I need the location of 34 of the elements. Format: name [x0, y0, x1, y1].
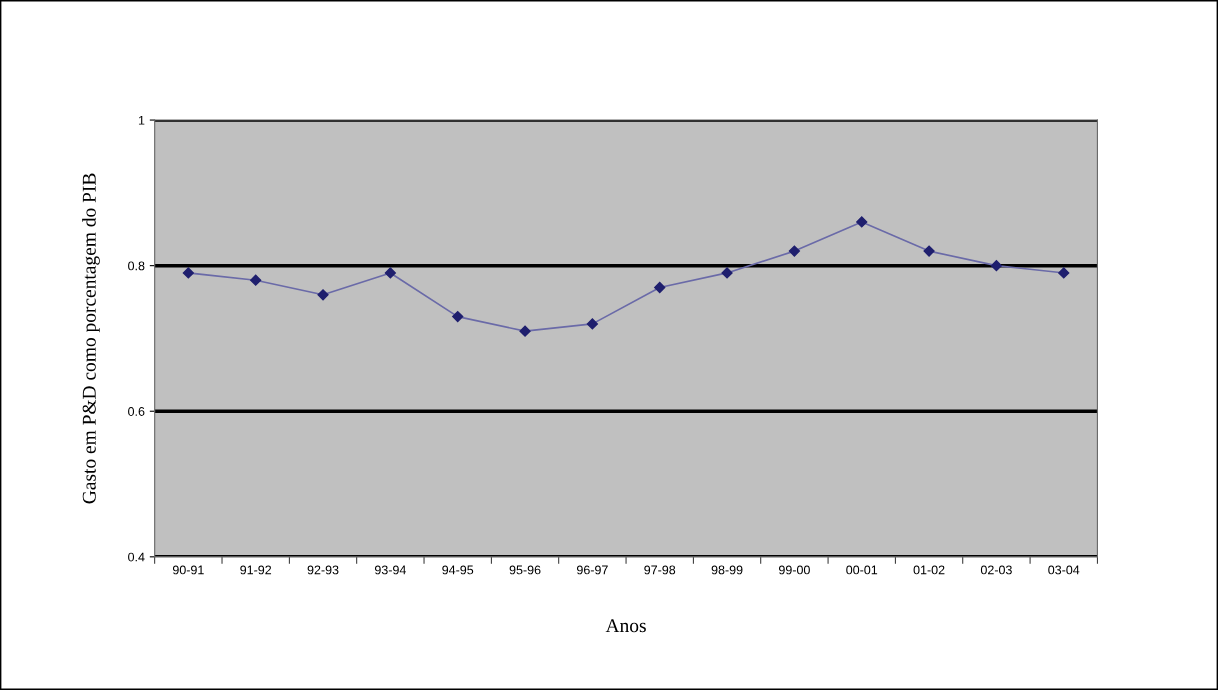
- x-tick-label: 96-97: [576, 565, 608, 575]
- point: [923, 245, 935, 257]
- point: [586, 318, 598, 330]
- point: [1058, 267, 1070, 279]
- x-tick-label: 02-03: [980, 565, 1012, 575]
- x-tick-label: 94-95: [442, 565, 474, 575]
- point: [182, 267, 194, 279]
- y-tick-label: 0.6: [128, 407, 145, 416]
- x-tick-label: 93-94: [374, 565, 406, 575]
- point: [519, 325, 531, 337]
- point: [990, 260, 1003, 272]
- point: [721, 267, 733, 279]
- point: [317, 289, 329, 301]
- point: [654, 281, 666, 294]
- x-tick-label: 91-92: [240, 565, 272, 575]
- x-tick-label: 99-00: [779, 565, 810, 575]
- y-axis-title: Gasto em P&D como porcentagem do PIB: [82, 173, 100, 504]
- point: [452, 311, 464, 323]
- y-tick-label: 0.8: [128, 261, 145, 271]
- x-tick-label: 01-02: [913, 565, 945, 575]
- point: [788, 245, 801, 257]
- x-tick-label: 95-96: [509, 565, 541, 575]
- x-tick-label: 92-93: [307, 565, 339, 575]
- y-tick-label: 1: [138, 115, 145, 125]
- x-tick-label: 00-01: [846, 565, 878, 575]
- point: [856, 216, 868, 228]
- x-tick-label: 03-04: [1048, 565, 1080, 575]
- y-tick-label: 0.4: [128, 552, 145, 562]
- x-tick-label: 97-98: [644, 565, 676, 575]
- x-axis-title: Anos: [605, 619, 646, 633]
- point: [384, 267, 396, 279]
- x-tick-label: 90-91: [172, 565, 204, 575]
- point: [250, 274, 262, 286]
- x-tick-label: 98-99: [711, 565, 743, 575]
